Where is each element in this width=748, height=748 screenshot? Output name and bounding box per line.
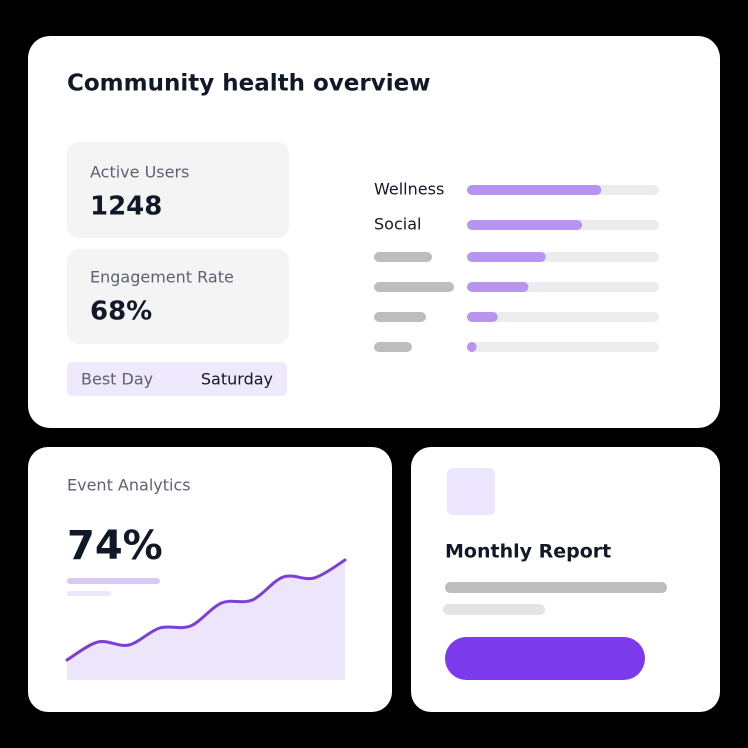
report-icon: [447, 468, 495, 515]
stat-box: [67, 249, 289, 344]
placeholder-line: [445, 582, 667, 593]
events-value: 74%: [67, 523, 163, 569]
bar-label: Wellness: [374, 180, 444, 199]
bar: [467, 220, 583, 230]
overview-title: Community health overview: [67, 71, 430, 97]
placeholder-label: [374, 252, 432, 262]
placeholder-label: [374, 342, 412, 352]
events-title: Event Analytics: [67, 476, 191, 495]
stat-label: Engagement Rate: [90, 268, 234, 287]
report-button[interactable]: [445, 637, 645, 680]
bar: [467, 282, 529, 292]
bar-list: Wellness Social: [374, 180, 659, 352]
bar: [467, 342, 477, 352]
placeholder-line: [443, 604, 545, 615]
bar: [467, 252, 546, 262]
stat-box: [67, 142, 289, 238]
placeholder-label: [374, 312, 426, 322]
bar-track: [467, 342, 659, 352]
placeholder-line: [67, 591, 111, 596]
bar: [467, 185, 602, 195]
trend-line: [65, 558, 347, 662]
trend-area: [67, 560, 345, 680]
best-day-value: Saturday: [201, 370, 273, 389]
stat-value: 68%: [90, 297, 152, 327]
stat-label: Active Users: [90, 163, 189, 182]
placeholder-label: [374, 282, 454, 292]
best-day-label: Best Day: [81, 370, 153, 389]
bar: [467, 312, 498, 322]
best-day-box: [67, 362, 287, 396]
bar-label: Social: [374, 215, 421, 234]
placeholder-line: [67, 578, 160, 584]
bar-track: [467, 312, 659, 322]
trend-chart: [65, 558, 347, 680]
stat-value: 1248: [90, 192, 162, 222]
report-title: Monthly Report: [445, 541, 611, 563]
